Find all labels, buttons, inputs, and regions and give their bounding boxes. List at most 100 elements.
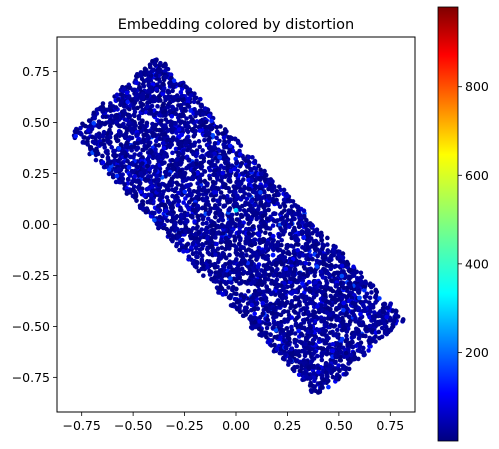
scatter-point [319,284,324,290]
scatter-point [329,278,334,284]
scatter-point [264,216,270,221]
scatter-point [327,300,332,305]
scatter-point [173,162,179,167]
scatter-point [175,234,181,239]
scatter-point [269,311,275,316]
scatter-point [221,135,227,140]
scatter-point [124,188,130,194]
scatter-point [328,322,334,328]
scatter-point [278,323,284,328]
scatter-point [249,273,255,278]
scatter-point [262,271,268,277]
scatter-point [257,319,262,324]
scatter-point [160,91,166,97]
scatter-point [182,189,188,195]
scatter-point [258,190,263,195]
scatter-point [216,259,221,265]
scatter-point [370,314,376,320]
scatter-point [265,266,270,272]
scatter-point [190,261,196,266]
scatter-point [132,87,137,93]
scatter-point [223,235,229,241]
scatter-point [298,323,303,328]
scatter-point [189,119,194,124]
scatter-point [249,167,254,173]
scatter-point [295,204,300,210]
scatter-point [222,160,228,165]
scatter-point [130,179,135,184]
scatter-point [323,253,328,259]
scatter-point [149,210,155,216]
scatter-point [285,250,290,256]
scatter-point [256,194,262,199]
scatter-point [196,230,202,235]
scatter-point [155,117,160,123]
scatter-point [227,143,233,149]
scatter-point [160,194,165,200]
scatter-point [289,324,294,330]
scatter-point [261,263,267,268]
scatter-point [311,356,316,361]
scatter-point [312,246,318,252]
scatter-point [177,219,182,225]
scatter-point [180,97,185,103]
scatter-point [306,279,312,285]
scatter-point [189,192,194,198]
scatter-point [351,264,356,270]
scatter-point [348,352,354,358]
scatter-point [92,115,97,121]
scatter-point [137,125,143,131]
scatter-point [335,372,340,377]
scatter-point [132,100,138,105]
scatter-point [314,264,320,269]
scatter-point [369,290,374,295]
scatter-point [245,213,251,218]
scatter-point [281,187,287,193]
scatter-point [134,80,139,86]
scatter-point [310,256,315,262]
scatter-point [373,294,378,300]
scatter-point [270,179,275,184]
scatter-point [160,161,165,166]
scatter-point [185,193,190,198]
scatter-point [344,371,349,376]
scatter-point [81,123,86,128]
scatter-point [195,181,200,186]
scatter-point [169,104,175,110]
scatter-point [190,215,195,220]
scatter-point [114,92,120,98]
scatter-point [125,95,131,100]
scatter-point [206,113,212,119]
scatter-point [303,335,309,341]
scatter-point [233,250,239,255]
scatter-point [203,133,208,138]
scatter-point [210,179,216,185]
scatter-point [142,168,147,174]
scatter-point [193,95,199,101]
scatter-point [334,282,340,288]
scatter-point [108,104,113,109]
scatter-point [201,273,206,278]
scatter-point [318,234,324,240]
scatter-point [206,124,212,130]
scatter-point [104,135,110,140]
scatter-point [288,351,294,356]
scatter-point [251,250,256,256]
scatter-point [243,158,248,163]
scatter-point [125,99,130,105]
scatter-point [301,320,307,325]
scatter-point [330,348,336,354]
scatter-point [346,274,352,279]
scatter-point [227,241,233,247]
scatter-point [333,354,338,359]
scatter-point [194,226,199,231]
scatter-point [163,64,168,70]
scatter-point [269,343,274,348]
scatter-point [245,264,251,269]
scatter-point [306,256,312,262]
scatter-point [173,111,179,117]
scatter-point [156,182,162,187]
scatter-point [154,86,159,92]
scatter-point [318,303,324,308]
scatter-point [300,281,305,286]
